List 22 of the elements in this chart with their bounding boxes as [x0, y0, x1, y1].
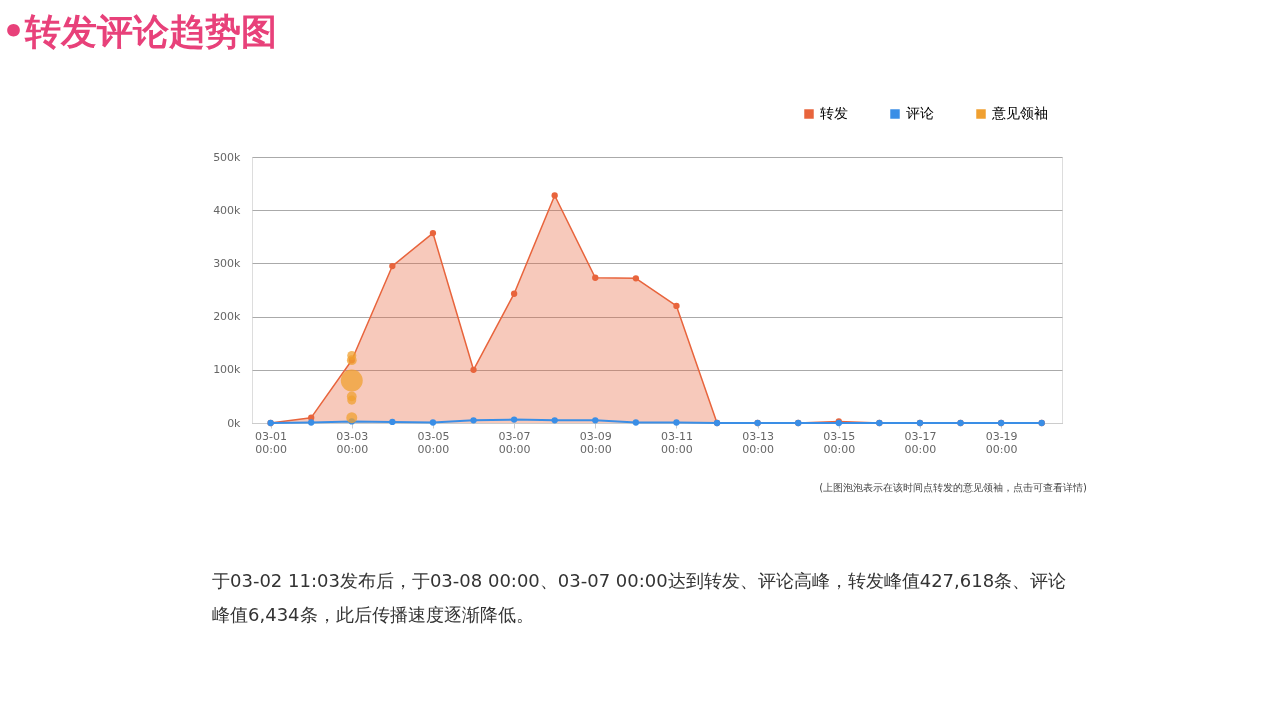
x-tick-label: 03-13 00:00: [742, 429, 775, 456]
x-tick-label: 03-01 00:00: [255, 429, 288, 456]
x-tick-label: 03-05 00:00: [417, 429, 450, 456]
y-tick-label: 400k: [213, 203, 242, 217]
x-tick-label: 03-09 00:00: [579, 429, 612, 456]
y-tick-label: 0k: [227, 416, 242, 430]
y-tick-label: 500k: [213, 150, 242, 164]
x-tick-label: 03-19 00:00: [985, 429, 1018, 456]
x-tick-label: 03-11 00:00: [660, 429, 693, 456]
x-tick-label: 03-03 00:00: [336, 429, 369, 456]
text: 于03-02 11:03发布后，于03-08 00:00、03-07 00:00达到转发、评论高峰，转发峰值427,618条、评论峰值6,434条，此后传播速度逐渐降低。: [212, 570, 1067, 625]
text: (上图泡泡表示在该时间点转发的意见领袖，点击可查看详情): [819, 482, 1088, 493]
y-tick-label: 300k: [213, 256, 242, 270]
y-tick-label: 100k: [213, 363, 242, 377]
x-tick-label: 03-15 00:00: [823, 429, 856, 456]
y-tick-label: 200k: [213, 310, 242, 324]
x-tick-label: 03-17 00:00: [904, 429, 937, 456]
legend-label: 转发: [820, 105, 848, 121]
x-tick-label: 03-07 00:00: [498, 429, 531, 456]
legend-label: 意见领袖: [991, 105, 1048, 121]
legend-label: 评论: [906, 105, 934, 121]
chart-title: •转发评论趋势图: [2, 11, 278, 52]
